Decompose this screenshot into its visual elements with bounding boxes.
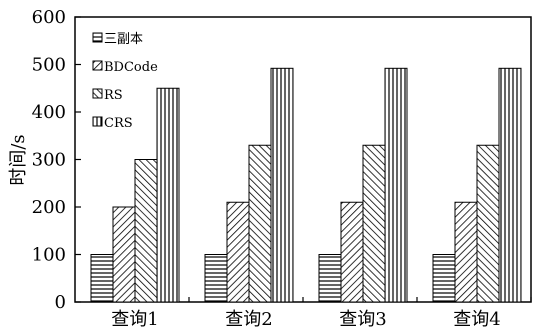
bar (362, 144, 386, 303)
legend-label: CRS (104, 116, 133, 131)
bar (454, 201, 478, 303)
y-tick-label: 100 (32, 245, 66, 266)
x-axis-labels: 查询1 查询2 查询3 查询4 (111, 297, 532, 330)
bar (432, 254, 456, 303)
bar (204, 254, 228, 303)
bar (112, 206, 136, 303)
y-axis-title: 时间/s (8, 134, 29, 185)
bars-layer (90, 67, 522, 303)
bar (340, 201, 364, 303)
bar (90, 254, 114, 303)
y-tick-label: 300 (32, 150, 66, 171)
legend-swatch (92, 116, 103, 127)
y-tick-label: 400 (32, 102, 66, 123)
y-axis-ticks: 0 100 200 300 400 500 600 (32, 7, 81, 313)
bar (134, 159, 158, 303)
legend-label: RS (104, 88, 123, 103)
bar (498, 67, 522, 303)
bar (156, 87, 180, 303)
legend-swatch (92, 88, 103, 99)
y-tick-label: 200 (32, 197, 66, 218)
bar (384, 67, 408, 303)
x-category-label: 查询2 (225, 309, 272, 330)
bar (318, 254, 342, 303)
legend-swatch (92, 32, 103, 43)
x-category-label: 查询4 (453, 309, 500, 330)
bar (248, 144, 272, 303)
x-category-label: 查询1 (111, 309, 158, 330)
legend: 三副本 BDCode RS CRS (92, 32, 158, 131)
legend-label: BDCode (104, 60, 158, 75)
legend-swatch (92, 60, 103, 71)
y-tick-label: 500 (32, 55, 66, 76)
bar (226, 201, 250, 303)
x-category-label: 查询3 (339, 309, 386, 330)
bar (476, 144, 500, 303)
bar (270, 67, 294, 303)
y-tick-label: 0 (55, 292, 66, 313)
y-tick-label: 600 (32, 7, 66, 28)
legend-label: 三副本 (104, 32, 143, 47)
